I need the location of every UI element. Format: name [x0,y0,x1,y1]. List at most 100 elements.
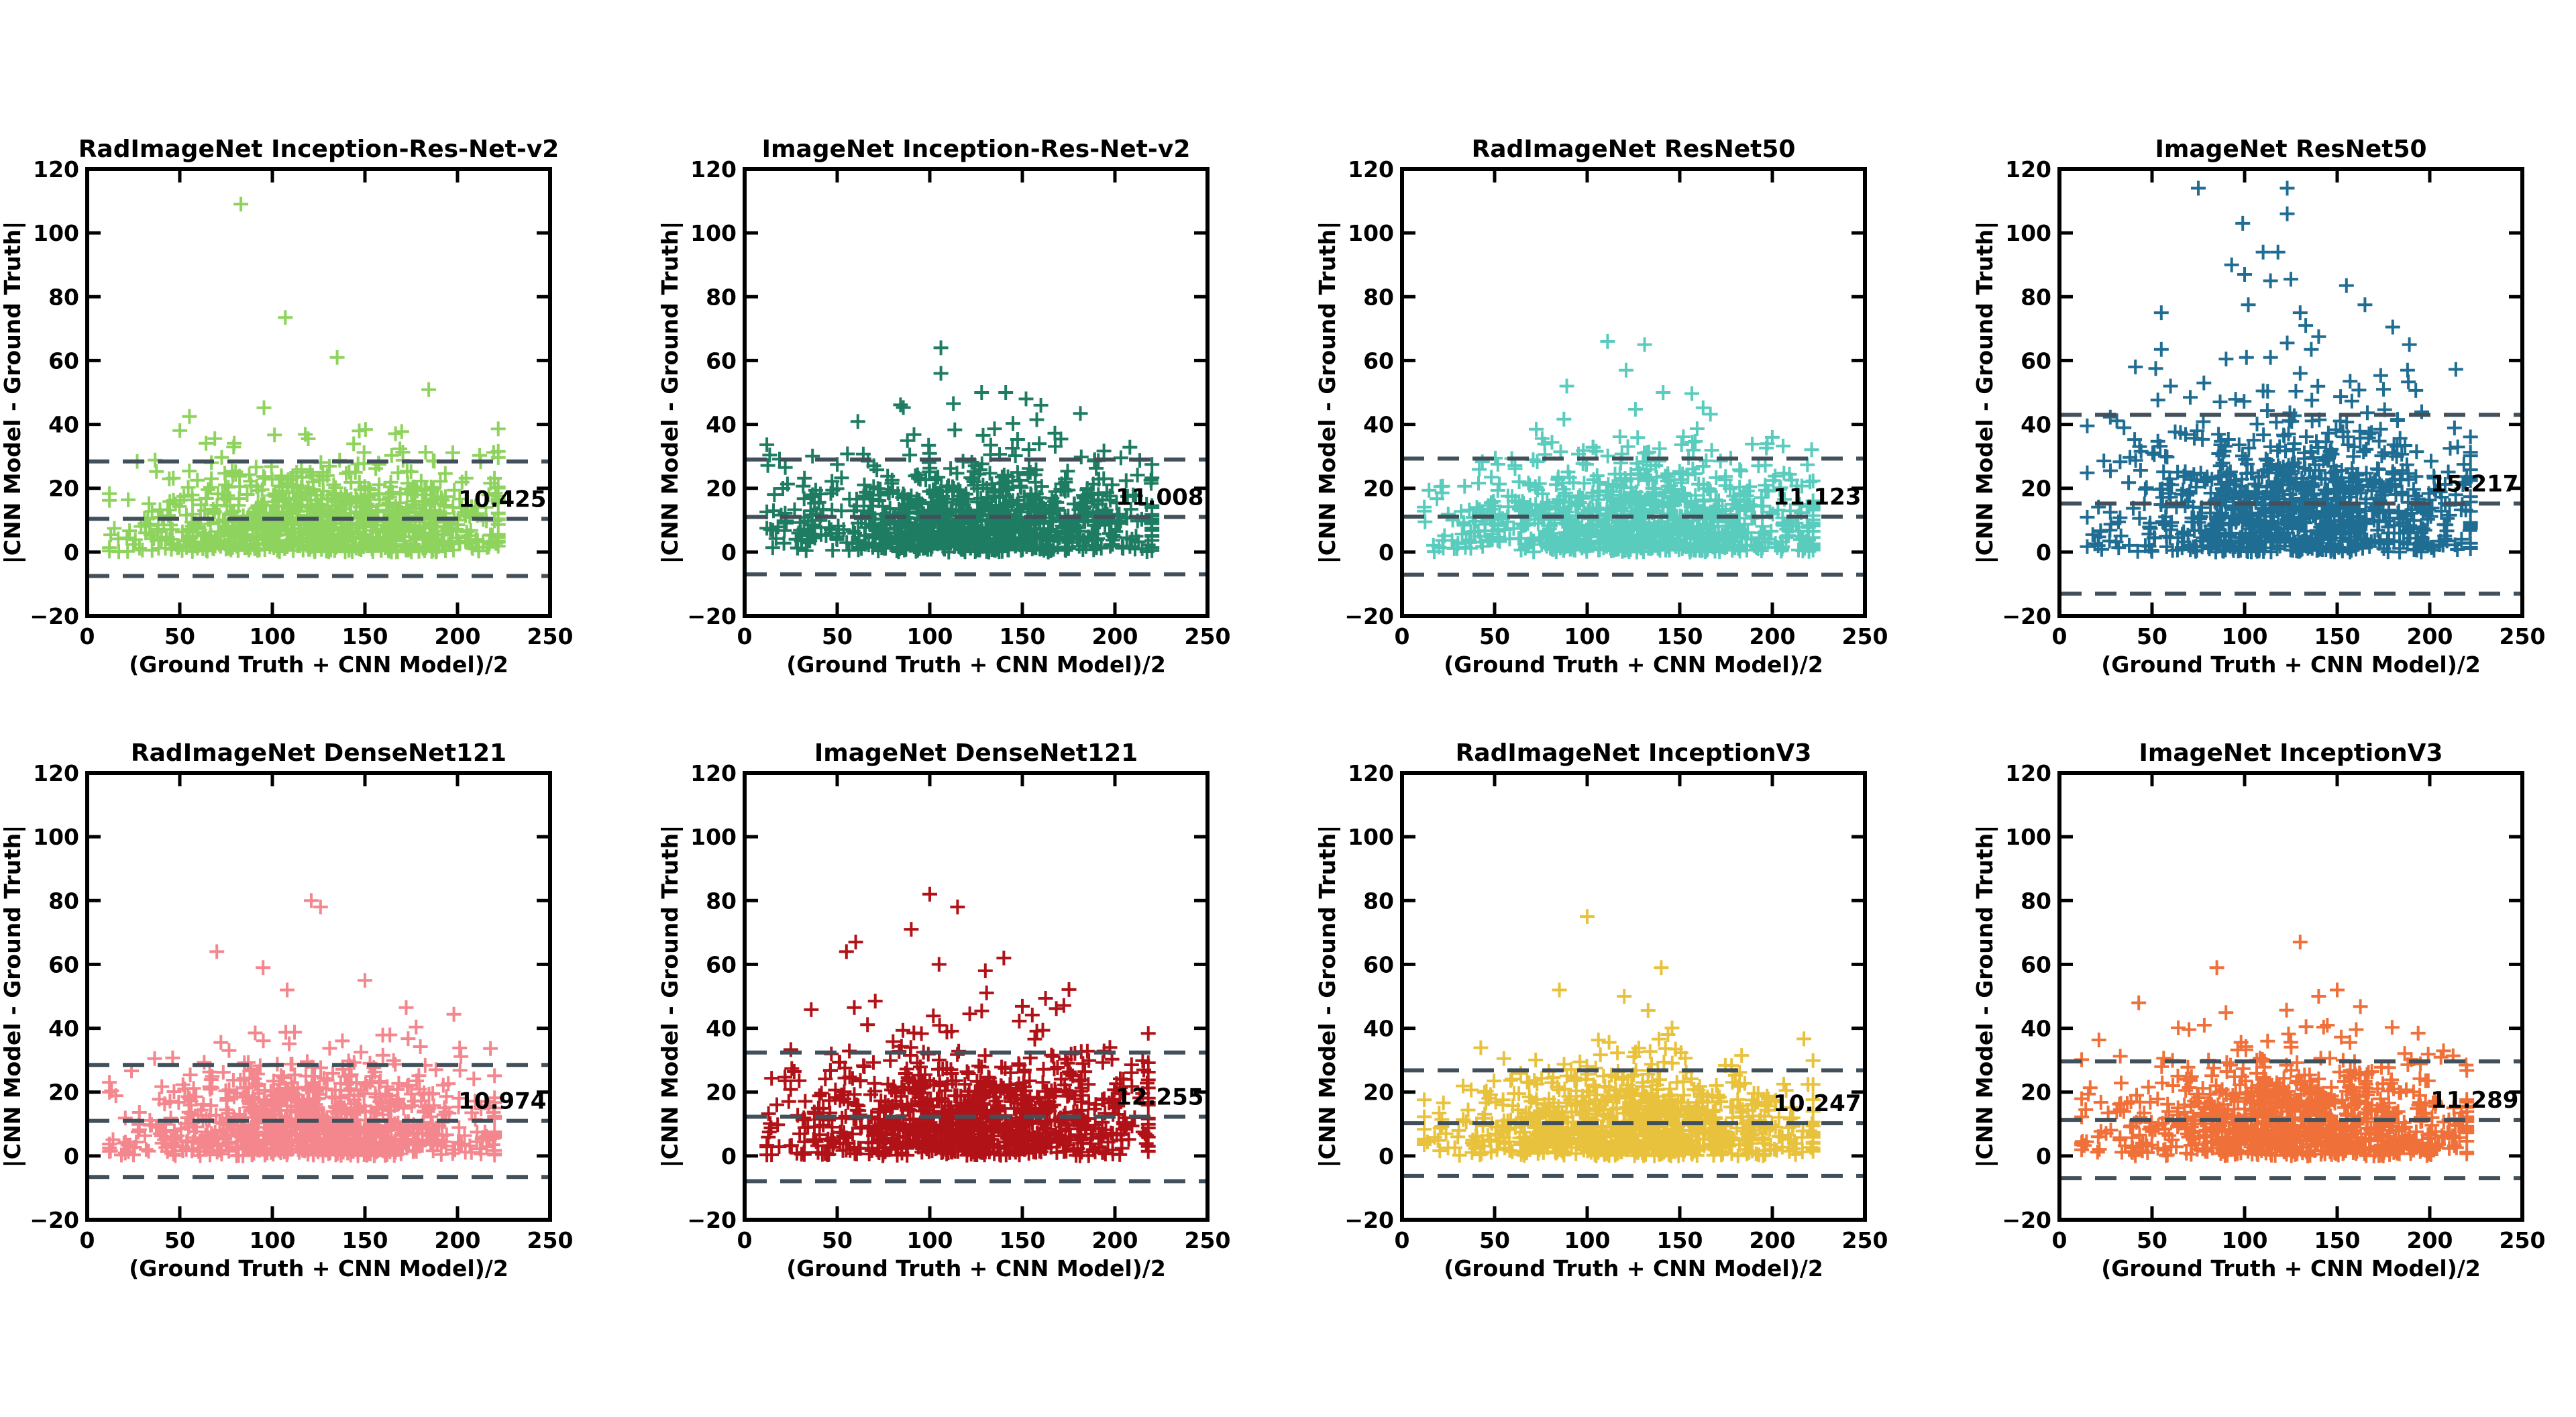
scatter-points [2080,180,2478,560]
x-tick-label: 50 [2137,623,2167,649]
y-tick-label: 100 [1348,220,1394,246]
axes-spines [85,167,552,618]
panel-imagenet-inception-res-net-v2: ImageNet Inception-Res-Net-v2 (Ground Tr… [657,134,1315,691]
y-axis-label: |CNN Model - Ground Truth| [1972,221,1998,564]
x-tick-label: 200 [2407,1227,2453,1253]
y-tick-label: 60 [2021,951,2051,978]
y-axis-label: |CNN Model - Ground Truth| [657,825,683,1168]
y-tick-label: 80 [1363,284,1394,310]
panel-radimagenet-densenet121: RadImageNet DenseNet121 (Ground Truth + … [0,738,657,1295]
panel-title: ImageNet ResNet50 [2155,136,2426,163]
bland-altman-chart: RadImageNet Inception-Res-Net-v2 (Ground… [0,136,573,678]
mean-value-annotation: 10.425 [458,486,546,513]
tick-marks [1400,771,1867,1222]
x-tick-label: 250 [1185,623,1231,649]
y-tick-label: 0 [721,539,737,566]
x-tick-label: 100 [250,623,296,649]
x-tick-label: 150 [2314,1227,2361,1253]
x-tick-label: 100 [250,1227,296,1253]
x-tick-label: 200 [1750,1227,1796,1253]
y-tick-label: 0 [2036,1143,2051,1169]
x-tick-label: 200 [435,623,481,649]
x-tick-label: 100 [1564,623,1611,649]
x-tick-label: 250 [2500,1227,2546,1253]
y-tick-label: 100 [690,220,737,246]
y-tick-label: −20 [30,1207,79,1233]
x-tick-label: 0 [80,1227,95,1253]
y-axis-label: |CNN Model - Ground Truth| [0,825,25,1168]
y-tick-label: 120 [1348,760,1394,786]
y-tick-label: 100 [33,220,79,246]
axes-spines [2057,167,2524,618]
y-tick-label: 20 [48,1080,79,1106]
x-tick-label: 250 [1185,1227,1231,1253]
y-tick-label: 80 [1363,888,1394,914]
y-tick-label: 0 [2036,539,2051,566]
scatter-points [759,886,1156,1163]
y-tick-label: 60 [48,951,79,978]
axes-spines [85,771,552,1222]
y-tick-label: 20 [2021,476,2051,502]
x-tick-label: 50 [822,623,853,649]
x-axis-label: (Ground Truth + CNN Model)/2 [786,651,1166,678]
x-axis-label: (Ground Truth + CNN Model)/2 [2101,1255,2481,1281]
y-tick-label: 100 [690,824,737,850]
x-tick-label: 250 [527,623,574,649]
tick-marks [1400,167,1867,618]
x-tick-label: 250 [2500,623,2546,649]
panel-title: RadImageNet Inception-Res-Net-v2 [78,136,559,163]
x-axis-label: (Ground Truth + CNN Model)/2 [1444,651,1823,678]
y-tick-label: 60 [706,951,737,978]
mean-value-annotation: 11.289 [2430,1087,2518,1114]
x-tick-label: 50 [164,1227,195,1253]
x-axis-label: (Ground Truth + CNN Model)/2 [786,1255,1166,1281]
bland-altman-chart: RadImageNet InceptionV3 (Ground Truth + … [1315,739,1888,1281]
y-tick-label: 20 [48,476,79,502]
axes-spines [743,167,1210,618]
y-axis-label: |CNN Model - Ground Truth| [657,221,683,564]
scatter-points [102,893,502,1163]
y-tick-label: 40 [2021,1016,2051,1042]
y-tick-label: 120 [33,156,79,182]
x-tick-label: 250 [1842,1227,1888,1253]
x-tick-label: 200 [435,1227,481,1253]
panel-title: ImageNet Inception-Res-Net-v2 [762,136,1191,163]
y-tick-label: 40 [2021,412,2051,438]
y-tick-label: 120 [690,760,737,786]
tick-marks [743,167,1210,618]
x-tick-label: 250 [1842,623,1888,649]
x-tick-label: 200 [1092,623,1138,649]
x-tick-label: 150 [342,623,388,649]
x-axis-label: (Ground Truth + CNN Model)/2 [1444,1255,1823,1281]
bland-altman-chart: RadImageNet ResNet50 (Ground Truth + CNN… [1315,136,1888,678]
y-tick-label: 0 [1379,1143,1394,1169]
axes-spines [1400,771,1867,1222]
x-tick-label: 0 [80,623,95,649]
x-axis-label: (Ground Truth + CNN Model)/2 [2101,651,2481,678]
y-tick-label: 80 [706,284,737,310]
x-tick-label: 100 [907,623,953,649]
y-tick-label: 80 [48,284,79,310]
y-tick-label: 0 [64,1143,79,1169]
mean-value-annotation: 12.255 [1116,1084,1203,1111]
x-tick-label: 200 [2407,623,2453,649]
x-tick-label: 0 [1395,623,1410,649]
y-tick-label: 60 [1363,951,1394,978]
axes-spines [743,771,1210,1222]
panel-radimagenet-resnet50: RadImageNet ResNet50 (Ground Truth + CNN… [1315,134,1972,691]
y-tick-label: 20 [706,476,737,502]
x-tick-label: 0 [737,1227,753,1253]
panel-radimagenet-inceptionv3: RadImageNet InceptionV3 (Ground Truth + … [1315,738,1972,1295]
y-tick-label: 0 [721,1143,737,1169]
y-tick-label: 40 [1363,412,1394,438]
y-tick-label: 40 [1363,1016,1394,1042]
bland-altman-chart: RadImageNet DenseNet121 (Ground Truth + … [0,739,573,1281]
y-tick-label: 40 [48,1016,79,1042]
